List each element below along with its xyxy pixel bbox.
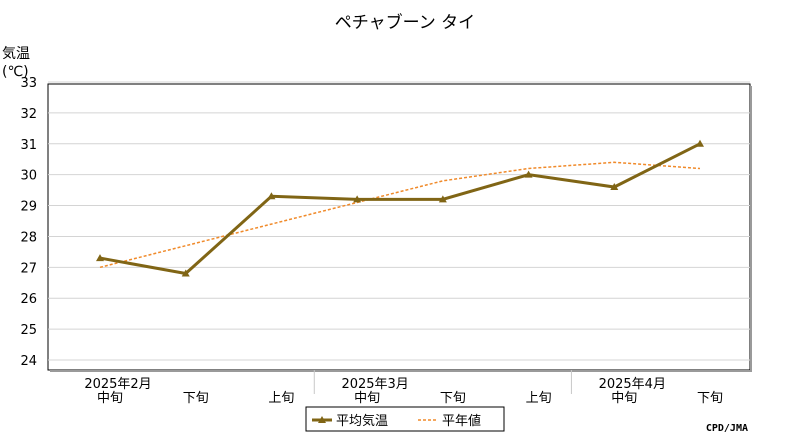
x-tick-label: 中旬 [97,391,123,406]
legend-box [305,406,505,432]
data-point-avg [610,183,619,191]
x-month-label: 2025年4月 [599,377,666,392]
credit: CPD/JMA [706,423,748,434]
y-axis-unit: (℃) [2,64,29,80]
y-tick-label: 26 [20,292,37,307]
data-point-avg [438,195,447,203]
data-point-avg [696,139,704,147]
x-month-label: 2025年2月 [84,377,151,392]
x-tick-label: 上旬 [268,391,294,406]
y-tick-label: 27 [20,261,37,276]
data-point-avg [96,254,104,262]
y-tick-label: 31 [20,138,37,153]
y-tick-label: 33 [20,76,37,91]
chart-title: ペチャブーン タイ [335,12,475,33]
y-tick-label: 29 [20,200,37,215]
series-lines [96,139,704,277]
data-point-avg [181,269,190,277]
x-tick-label: 上旬 [526,391,552,406]
x-tick-label: 中旬 [354,391,380,406]
y-tick-label: 32 [20,107,37,122]
y-tick-label: 28 [20,230,37,245]
legend: 平均気温 平年値 [305,406,505,432]
legend-marker-triangle [318,416,326,423]
data-point-avg [267,192,276,200]
legend-label-avg: 平均気温 [336,413,388,429]
x-month-label: 2025年3月 [341,377,408,392]
x-tick-label: 下旬 [697,391,723,406]
y-tick-label: 24 [20,354,37,369]
x-tick-label: 下旬 [440,391,466,406]
x-axis: 中旬 下旬 上旬 中旬 下旬 上旬 中旬 下旬 2025年2月 2025年3月 2025年4月 [84,370,723,406]
y-tick-label: 30 [20,169,37,184]
y-axis-label: 気温 [2,46,30,62]
data-point-avg [353,195,362,203]
y-tick-labels: 24 25 26 27 28 29 30 31 32 33 [20,76,37,369]
plot-area [47,83,751,371]
x-tick-label: 中旬 [611,391,637,406]
y-tick-label: 25 [20,323,37,338]
series-line-avg [99,142,701,276]
data-point-avg [524,170,533,178]
series-line-normal [99,161,701,269]
legend-label-normal: 平年値 [442,413,481,429]
grid-lines [48,81,750,361]
x-tick-label: 下旬 [183,391,209,406]
